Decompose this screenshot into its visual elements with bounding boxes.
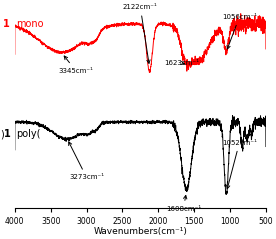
Text: 1608cm⁻¹: 1608cm⁻¹ (166, 196, 201, 212)
Text: 1: 1 (4, 129, 11, 139)
Text: 2122cm⁻¹: 2122cm⁻¹ (123, 4, 158, 63)
Text: 1623cm⁻¹: 1623cm⁻¹ (164, 60, 199, 66)
Text: 1056cm⁻¹: 1056cm⁻¹ (222, 14, 257, 49)
Text: mono: mono (16, 19, 44, 29)
Text: 1052cm⁻¹: 1052cm⁻¹ (222, 140, 257, 189)
Text: poly(: poly( (16, 129, 41, 139)
Text: 3273cm⁻¹: 3273cm⁻¹ (69, 142, 104, 180)
Text: 3345cm⁻¹: 3345cm⁻¹ (58, 56, 93, 74)
X-axis label: Wavenumbers(cm⁻¹): Wavenumbers(cm⁻¹) (94, 227, 187, 236)
Text: ): ) (1, 129, 4, 139)
Text: 1: 1 (3, 19, 10, 29)
